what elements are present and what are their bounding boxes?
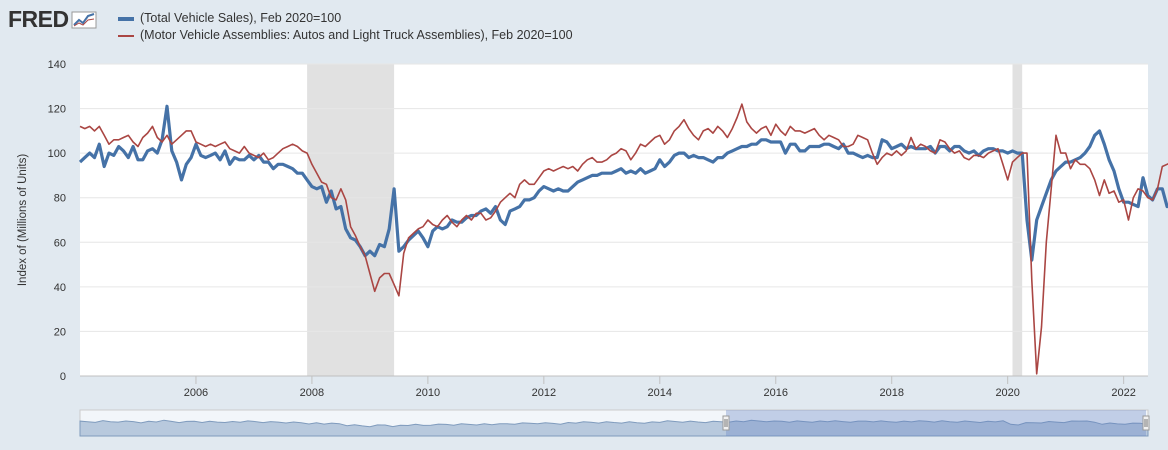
x-tick-label: 2010	[416, 387, 440, 399]
legend-label-vehicle-sales: (Total Vehicle Sales), Feb 2020=100	[140, 11, 342, 25]
legend-label-vehicle-assemblies: (Motor Vehicle Assemblies: Autos and Lig…	[140, 28, 573, 42]
y-tick-label: 40	[54, 282, 66, 294]
y-tick-label: 80	[54, 193, 66, 205]
x-tick-label: 2016	[764, 387, 788, 399]
x-tick-label: 2006	[184, 387, 208, 399]
trend-chart-icon	[71, 11, 97, 28]
series-line-vehicle-assemblies	[79, 103, 1168, 375]
x-tick-label: 2014	[648, 387, 672, 399]
navigator-handle-right[interactable]	[1142, 415, 1150, 431]
chart-legend: (Total Vehicle Sales), Feb 2020=100 (Mot…	[118, 10, 573, 44]
y-tick-label: 60	[54, 237, 66, 249]
legend-swatch-vehicle-assemblies	[118, 34, 134, 37]
navigator-selection	[726, 410, 1146, 436]
x-tick-label: 2012	[532, 387, 556, 399]
y-axis-label: Index of (Millions of Units)	[17, 154, 29, 286]
x-tick-label: 2020	[995, 387, 1019, 399]
plot-background	[80, 64, 1148, 376]
fred-logo-text: FRED	[8, 6, 69, 32]
legend-swatch-vehicle-sales	[118, 16, 134, 21]
navigator-series	[79, 419, 1149, 437]
x-tick-label: 2018	[879, 387, 903, 399]
recession-band	[307, 64, 395, 376]
series-lines	[78, 103, 1168, 375]
y-tick-label: 120	[48, 104, 66, 116]
recession-shading	[307, 64, 1023, 376]
y-tick-label: 20	[54, 326, 66, 338]
y-tick-label: 140	[48, 59, 66, 71]
navigator-handle-left[interactable]	[722, 415, 730, 431]
legend-item-vehicle-assemblies[interactable]: (Motor Vehicle Assemblies: Autos and Lig…	[118, 27, 573, 44]
legend-item-vehicle-sales[interactable]: (Total Vehicle Sales), Feb 2020=100	[118, 10, 573, 27]
y-tick-label: 100	[48, 148, 66, 160]
x-tick-label: 2008	[300, 387, 324, 399]
y-tick-label: 0	[60, 371, 66, 383]
recession-band	[1012, 64, 1023, 376]
y-axis-ticks: 0 20 40 60 80 100 120 140	[48, 59, 66, 383]
navigator[interactable]	[79, 409, 1150, 437]
plot-area	[80, 64, 1148, 376]
x-axis-ticks: 2006 2008 2010 2012 2014 2016 2018 2020 2022	[80, 375, 1148, 399]
x-tick-label: 2022	[1111, 387, 1135, 399]
series-line-vehicle-sales	[78, 104, 1168, 262]
fred-logo[interactable]: FRED	[8, 6, 97, 33]
